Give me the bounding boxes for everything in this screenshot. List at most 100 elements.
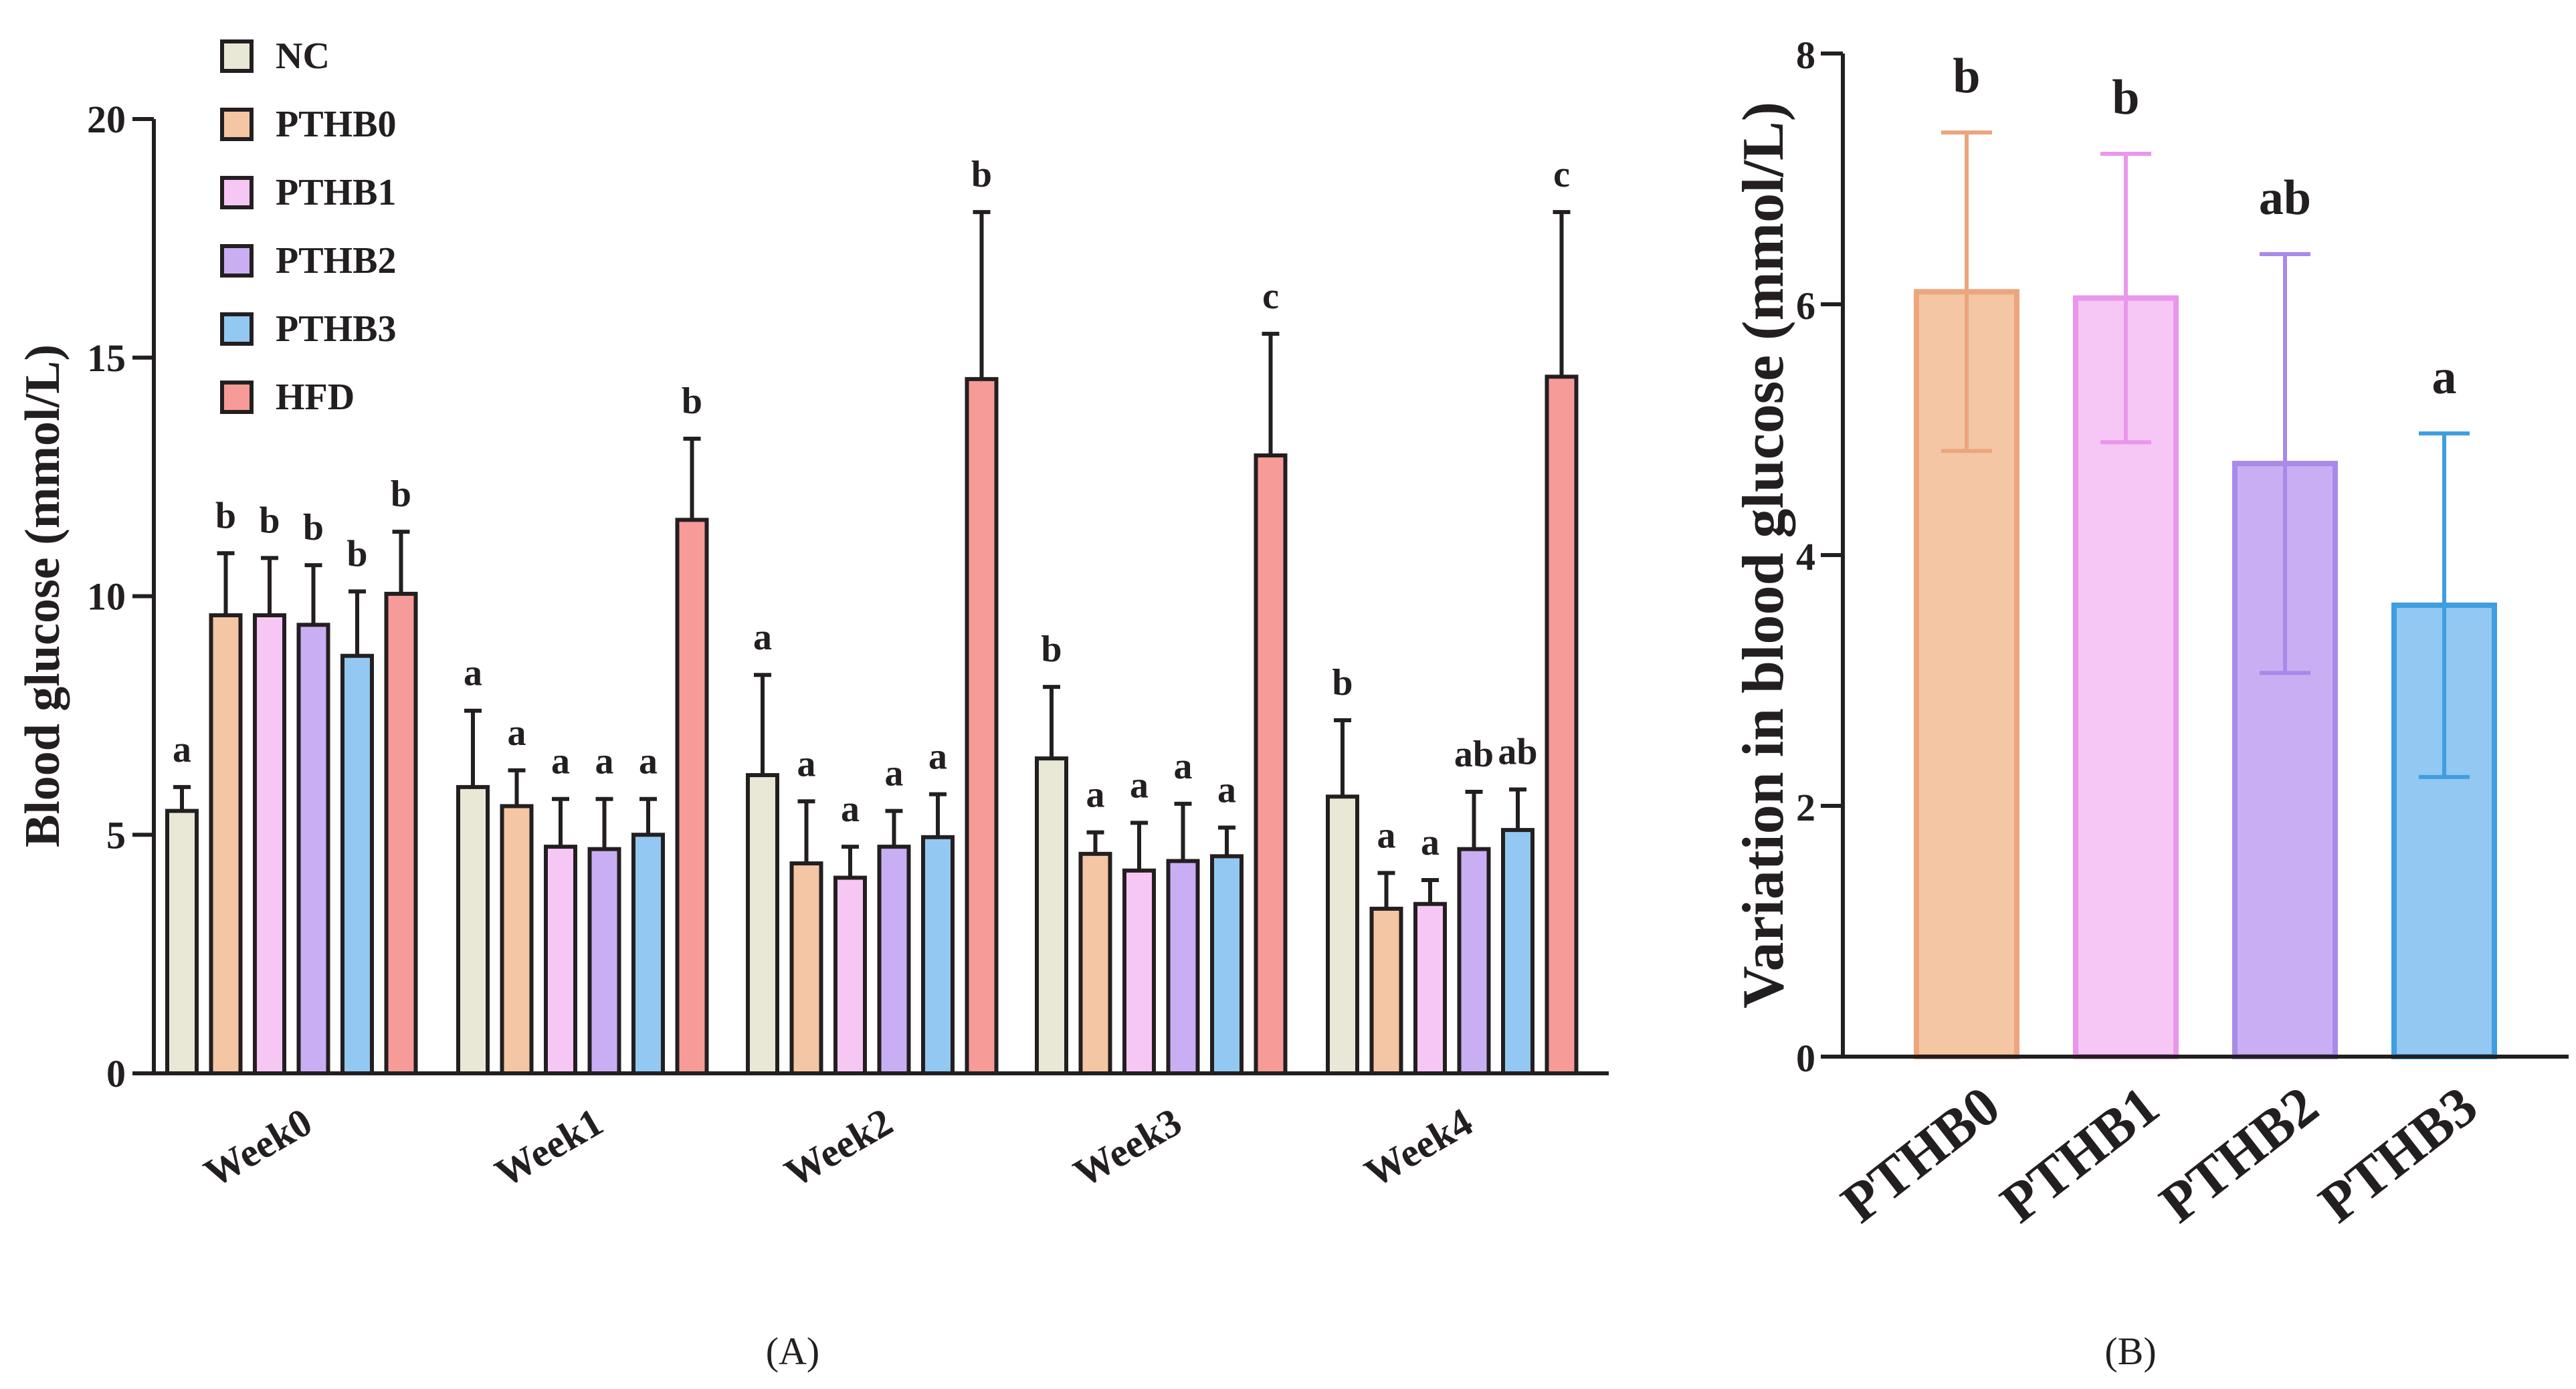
bar-pthb3-week2	[921, 835, 955, 1075]
y-tick-label-20: 20	[87, 98, 126, 141]
letter-pthb2-week2: a	[885, 753, 904, 794]
bar-pthb3-week0	[340, 653, 374, 1075]
letter-hfd-week1: b	[682, 381, 702, 422]
letter-nc-week0: a	[173, 729, 191, 770]
panel-b-y-axis-title: Variation in blood glucose (mmol/L)	[1731, 102, 1796, 1008]
letter-pthb1-week1: a	[551, 741, 570, 782]
letter-pthb1-week2: a	[841, 788, 860, 830]
letter-pthb2: ab	[2259, 171, 2311, 225]
legend-item-nc: NC	[220, 35, 330, 77]
legend-label-pthb2: PTHB2	[276, 240, 396, 282]
bar-hfd-week3	[1254, 453, 1288, 1075]
letter-nc-week4: b	[1332, 662, 1353, 704]
letter-pthb0-week0: b	[215, 495, 236, 536]
legend-label-pthb3: PTHB3	[276, 308, 396, 350]
error-bar-pthb2-week3	[1174, 801, 1192, 861]
letter-pthb0-week3: a	[1086, 774, 1105, 816]
legend-swatch-pthb0	[220, 108, 254, 141]
bar-pthb0-week2	[789, 861, 823, 1076]
x-tick-label-pthb1: PTHB1	[1989, 1075, 2171, 1235]
error-bar-pthb0-week4	[1377, 871, 1395, 909]
letter-nc-week2: a	[753, 617, 772, 658]
bar-pthb2-week0	[296, 623, 330, 1075]
letter-pthb0-week4: a	[1377, 815, 1396, 856]
legend-swatch-nc	[220, 39, 254, 73]
panel-a-error-bars	[173, 210, 1571, 909]
bar-pthb2-week1	[587, 847, 621, 1076]
x-tick-label-week1: Week1	[488, 1099, 610, 1196]
error-bar-pthb1	[2100, 152, 2151, 445]
x-tick-label-week0: Week0	[197, 1099, 319, 1196]
letter-pthb2-week1: a	[595, 741, 614, 782]
error-bar-pthb0	[1941, 130, 1992, 453]
letter-hfd-week3: c	[1262, 276, 1279, 317]
legend-label-pthb0: PTHB0	[276, 104, 396, 145]
error-bar-pthb3-week2	[929, 792, 947, 837]
bar-pthb1-week3	[1122, 868, 1156, 1075]
bar-pthb3-week3	[1210, 854, 1244, 1076]
error-bar-pthb0-week3	[1086, 830, 1104, 854]
letter-hfd-week2: b	[971, 154, 992, 195]
error-bar-nc-week1	[464, 708, 482, 787]
panel-a-bars	[165, 375, 1579, 1076]
letter-pthb3-week3: a	[1217, 770, 1236, 811]
error-bar-pthb3-week1	[639, 796, 657, 835]
error-bar-pthb1-week0	[261, 556, 278, 616]
x-tick-label-pthb2: PTHB2	[2149, 1075, 2330, 1235]
letter-pthb0: b	[1953, 49, 1980, 104]
bar-hfd-week1	[675, 518, 709, 1075]
letter-pthb1-week0: b	[259, 500, 280, 541]
letter-pthb3-week4: ab	[1498, 731, 1537, 772]
x-tick-label-week3: Week3	[1066, 1099, 1189, 1196]
bar-pthb1-week0	[253, 613, 286, 1075]
letter-nc-week1: a	[464, 653, 482, 694]
error-bar-pthb0-week0	[217, 551, 235, 616]
bar-nc-week2	[746, 773, 779, 1075]
letter-pthb1-week3: a	[1130, 764, 1149, 806]
x-tick-label-pthb3: PTHB3	[2308, 1075, 2489, 1235]
letter-pthb2-week3: a	[1174, 746, 1193, 787]
legend-item-pthb2: PTHB2	[220, 240, 396, 282]
bar-nc-week1	[456, 784, 490, 1076]
letter-pthb0-week2: a	[797, 743, 816, 784]
panel-b-label: (B)	[2104, 1329, 2156, 1373]
legend-swatch-hfd	[220, 381, 254, 414]
x-tick-label-pthb0: PTHB0	[1830, 1075, 2011, 1235]
panel-a-legend: NC PTHB0 PTHB1 PTHB2 PTHB3 HFD	[220, 35, 396, 418]
y-tick-label-0: 0	[1796, 1037, 1815, 1080]
error-bar-pthb2-week4	[1465, 790, 1483, 849]
bar-pthb3-week4	[1501, 828, 1534, 1075]
bar-pthb0-week4	[1369, 906, 1403, 1076]
legend-swatch-pthb3	[220, 312, 254, 346]
legend-item-pthb3: PTHB3	[220, 308, 396, 350]
error-bar-pthb1-week1	[552, 796, 569, 847]
panel-b-bars	[1914, 289, 2497, 1059]
letter-pthb3-week2: a	[928, 736, 947, 778]
y-tick-label-6: 6	[1796, 284, 1815, 328]
letter-pthb2-week4: ab	[1454, 734, 1494, 775]
bar-hfd-week0	[384, 591, 418, 1075]
error-bar-pthb2-week0	[304, 563, 322, 625]
error-bar-pthb2-week2	[885, 809, 903, 847]
error-bar-pthb3	[2419, 431, 2470, 779]
letter-pthb3: a	[2432, 350, 2457, 405]
bar-nc-week3	[1035, 756, 1068, 1075]
y-tick-label-10: 10	[87, 575, 126, 619]
y-tick-label-0: 0	[106, 1052, 126, 1095]
bar-pthb0-week3	[1078, 851, 1112, 1076]
letter-hfd-week0: b	[391, 473, 411, 515]
error-bar-pthb1-week3	[1130, 821, 1148, 871]
letter-hfd-week4: c	[1553, 154, 1570, 195]
error-bar-pthb3-week3	[1218, 825, 1235, 857]
legend-label-hfd: HFD	[276, 377, 355, 418]
error-bar-nc-week2	[754, 673, 771, 776]
error-bar-nc-week0	[173, 784, 191, 811]
error-bar-pthb2-week1	[595, 796, 613, 849]
letter-pthb0-week1: a	[508, 712, 526, 754]
bar-pthb1-week2	[833, 875, 867, 1075]
panel-a-x-tick-labels: Week0 Week1 Week2 Week3 Week4	[197, 1099, 1480, 1196]
